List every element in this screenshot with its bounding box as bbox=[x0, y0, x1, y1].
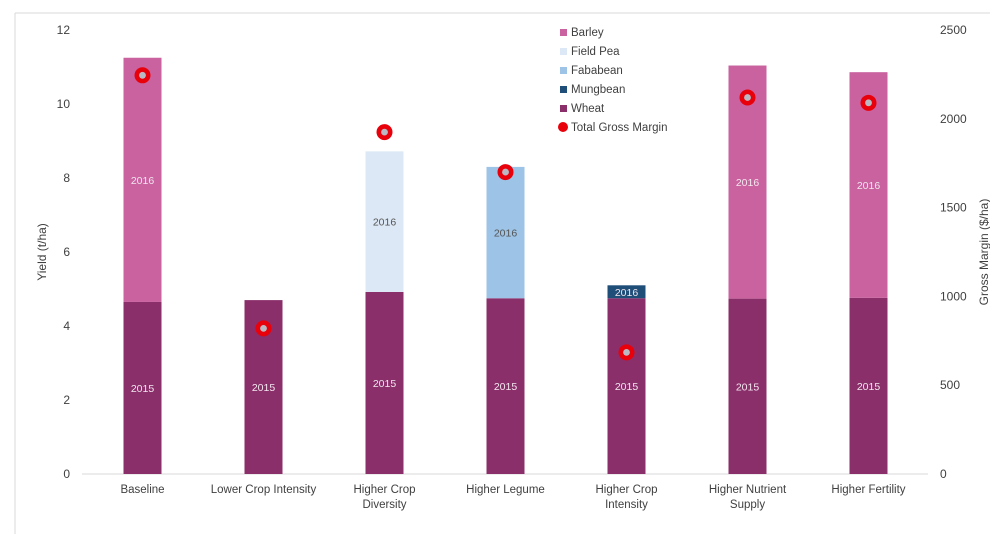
legend-swatch bbox=[560, 48, 567, 55]
bar-wheat bbox=[607, 298, 646, 474]
legend-item-fababean: Fababean bbox=[560, 65, 623, 77]
bar-segment-label: 2016 bbox=[615, 287, 639, 299]
bar-wheat bbox=[365, 291, 404, 474]
legend-item-barley: Barley bbox=[560, 27, 604, 39]
y-tick-label: 0 bbox=[63, 467, 70, 481]
bar-segment-label: 2015 bbox=[131, 383, 155, 395]
legend-swatch bbox=[560, 86, 567, 93]
legend-item-wheat: Wheat bbox=[560, 103, 605, 115]
y2-tick-label: 0 bbox=[940, 467, 947, 481]
gross-margin-marker bbox=[134, 67, 151, 84]
bar-fababean bbox=[486, 166, 525, 299]
category-label: Higher Nutrient Supply bbox=[709, 484, 787, 511]
legend-item-total-gross-margin: Total Gross Margin bbox=[558, 122, 668, 134]
bar-field-pea bbox=[365, 151, 404, 292]
bar-segment-label: 2015 bbox=[615, 381, 639, 393]
legend-swatch bbox=[560, 29, 567, 36]
bar-segment-label: 2016 bbox=[373, 217, 397, 229]
legend-label: Mungbean bbox=[571, 84, 625, 96]
bar-segment-label: 2015 bbox=[252, 382, 276, 394]
category-label: Higher Crop Diversity bbox=[354, 484, 416, 511]
legend-item-mungbean: Mungbean bbox=[560, 84, 625, 96]
y-tick-label: 6 bbox=[63, 245, 70, 259]
bar-segment-label: 2016 bbox=[131, 175, 155, 187]
legend: Barley Field Pea Fababean Mungbean Wheat Tota… bbox=[558, 27, 668, 134]
bar-segment-label: 2015 bbox=[373, 378, 397, 390]
category-label: Higher Fertility bbox=[831, 484, 905, 496]
y2-tick-label: 1000 bbox=[940, 289, 967, 303]
y-tick-label: 4 bbox=[63, 319, 70, 333]
legend-label: Field Pea bbox=[571, 46, 620, 58]
legend-swatch bbox=[560, 67, 567, 74]
legend-marker bbox=[558, 122, 568, 132]
bar-segment-label: 2016 bbox=[857, 180, 881, 192]
category-label: Baseline bbox=[120, 484, 164, 496]
legend-label: Barley bbox=[571, 27, 604, 39]
y-axis-title: Yield (t/ha) bbox=[35, 223, 49, 281]
legend-label: Total Gross Margin bbox=[571, 122, 668, 134]
gross-margin-marker bbox=[739, 89, 756, 106]
y-tick-label: 10 bbox=[57, 97, 71, 111]
bar-segment-label: 2015 bbox=[494, 381, 518, 393]
legend-label: Fababean bbox=[571, 65, 623, 77]
bar-segment-label: 2015 bbox=[736, 381, 760, 393]
bar-wheat bbox=[728, 298, 767, 474]
bar-segment-label: 2016 bbox=[494, 228, 518, 240]
legend-item-field-pea: Field Pea bbox=[560, 46, 620, 58]
bars-group: 2015 2016 2015 2015 2016 2015 2016 2015 2016 2015… bbox=[123, 57, 888, 474]
bar-segment-label: 2015 bbox=[857, 381, 881, 393]
y2-tick-label: 500 bbox=[940, 378, 960, 392]
legend-swatch bbox=[560, 105, 567, 112]
y-tick-label: 2 bbox=[63, 393, 70, 407]
category-label: Higher Legume bbox=[466, 484, 545, 496]
bar-mungbean bbox=[607, 285, 646, 299]
bar-wheat bbox=[849, 297, 888, 474]
y-axis-ticks: 0 2 4 6 8 10 12 bbox=[57, 23, 71, 481]
y-tick-label: 12 bbox=[57, 23, 71, 37]
gross-margin-markers bbox=[134, 67, 877, 361]
y2-tick-label: 2000 bbox=[940, 112, 967, 126]
category-label: Higher Crop Intensity bbox=[596, 484, 658, 511]
gross-margin-marker bbox=[376, 124, 393, 141]
gross-margin-marker bbox=[497, 164, 514, 181]
bar-wheat bbox=[123, 301, 162, 474]
bar-wheat bbox=[486, 298, 525, 474]
category-labels: Baseline Lower Crop Intensity Higher Crop D… bbox=[120, 484, 905, 511]
gross-margin-marker bbox=[860, 94, 877, 111]
gross-margin-marker bbox=[255, 320, 272, 337]
bar-segment-label: 2016 bbox=[736, 177, 760, 189]
y2-tick-label: 1500 bbox=[940, 201, 967, 215]
y-tick-label: 8 bbox=[63, 171, 70, 185]
legend-label: Wheat bbox=[571, 103, 605, 115]
bar-barley bbox=[123, 57, 162, 302]
y2-axis-title: Gross Margin ($/ha) bbox=[977, 199, 990, 306]
gross-margin-marker bbox=[618, 344, 635, 361]
y2-tick-label: 2500 bbox=[940, 23, 967, 37]
y2-axis-ticks: 0 500 1000 1500 2000 2500 bbox=[940, 23, 967, 481]
category-label: Lower Crop Intensity bbox=[211, 484, 317, 496]
